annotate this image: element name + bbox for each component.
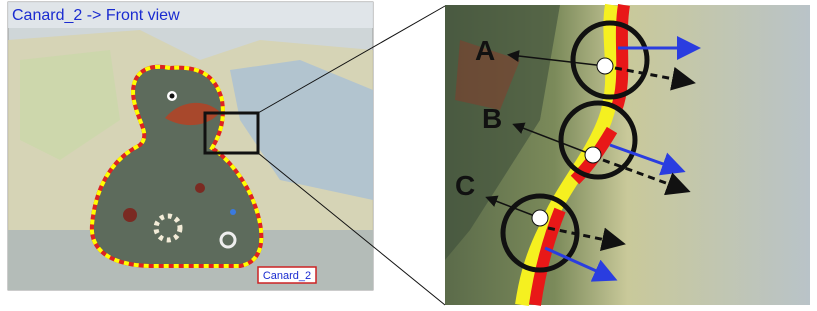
spot (195, 183, 205, 193)
spot (123, 208, 137, 222)
object-tag-text: Canard_2 (263, 270, 311, 282)
left-panel: Canard_2 -> Front view Canard_2 (8, 2, 373, 290)
panel-title: Canard_2 -> Front view (12, 7, 180, 24)
spot (230, 209, 236, 215)
figure: Canard_2 -> Front view Canard_2 A (0, 0, 817, 311)
right-panel: A B C (445, 5, 810, 305)
point-label: C (455, 170, 475, 201)
duck-pupil (170, 94, 175, 99)
point-label: A (475, 35, 495, 66)
point-label: B (482, 103, 502, 134)
point (585, 147, 601, 163)
point (532, 210, 548, 226)
point (597, 58, 613, 74)
